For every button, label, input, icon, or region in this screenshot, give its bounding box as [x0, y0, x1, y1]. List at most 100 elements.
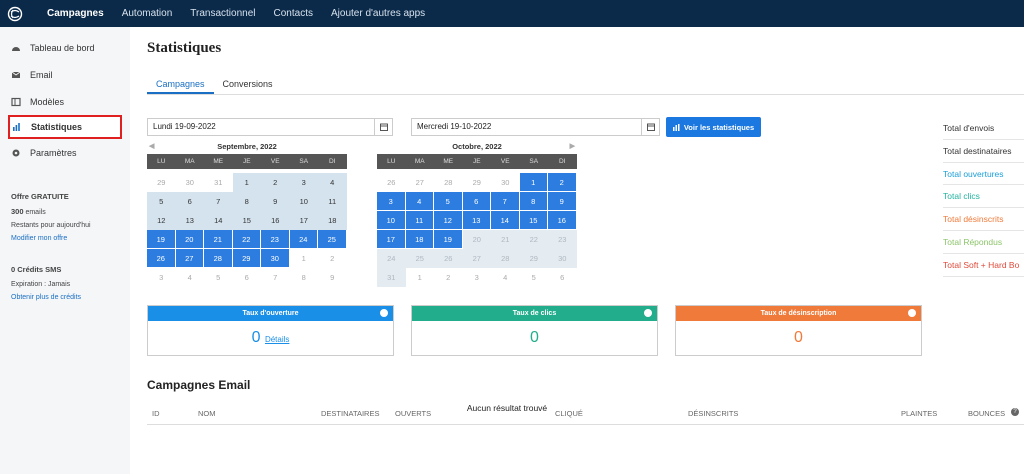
sidebar-item-modeles[interactable]: Modèles	[0, 88, 130, 115]
calendar-day[interactable]: 20	[462, 230, 491, 249]
calendar-day[interactable]: 16	[261, 211, 290, 230]
calendar-day[interactable]: 22	[519, 230, 548, 249]
get-credits-link[interactable]: Obtenir plus de crédits	[11, 294, 82, 301]
calendar-day[interactable]: 8	[232, 192, 261, 211]
calendar-day[interactable]: 1	[417, 273, 422, 282]
calendar-day[interactable]: 1	[232, 173, 261, 192]
calendar-day[interactable]: 4	[187, 273, 192, 282]
topnav-contacts[interactable]: Contacts	[273, 8, 313, 19]
calendar-day[interactable]: 2	[261, 173, 290, 192]
col-plaintes[interactable]: PLAINTES	[901, 409, 938, 418]
topnav-add-apps[interactable]: Ajouter d'autres apps	[330, 8, 426, 19]
calendar-day[interactable]: 18	[405, 230, 434, 249]
calendar-day[interactable]: 29	[157, 178, 166, 187]
col-bounces[interactable]: BOUNCES	[968, 409, 1006, 418]
col-destinataires[interactable]: DESTINATAIRES	[321, 409, 380, 418]
calendar-day[interactable]: 13	[175, 211, 204, 230]
tab-conversions[interactable]: Conversions	[222, 79, 273, 89]
calendar-day[interactable]: 16	[548, 211, 577, 230]
brand-logo-icon[interactable]	[0, 0, 30, 27]
calendar-day[interactable]: 11	[318, 192, 347, 211]
calendar-day[interactable]: 15	[519, 211, 548, 230]
details-link[interactable]: Détails	[264, 335, 290, 344]
end-date-input[interactable]: Mercredi 19-10-2022	[411, 118, 660, 136]
modify-offer-link[interactable]: Modifier mon offre	[11, 235, 68, 242]
calendar-icon[interactable]	[641, 119, 659, 135]
calendar-day[interactable]: 4	[318, 173, 347, 192]
calendar-day[interactable]: 3	[289, 173, 318, 192]
calendar-day[interactable]: 17	[289, 211, 318, 230]
calendar-day[interactable]: 23	[261, 230, 290, 249]
calendar-day[interactable]: 3	[377, 192, 406, 211]
tab-campagnes[interactable]: Campagnes	[147, 75, 214, 94]
calendar-day[interactable]: 26	[387, 178, 396, 187]
topnav-automation[interactable]: Automation	[121, 8, 173, 19]
calendar-day[interactable]: 11	[405, 211, 434, 230]
calendar-day[interactable]: 29	[472, 178, 481, 187]
calendar-day[interactable]: 21	[204, 230, 233, 249]
calendar-day[interactable]: 4	[405, 192, 434, 211]
col-ouverts[interactable]: OUVERTS	[395, 409, 432, 418]
calendar-day[interactable]: 5	[216, 273, 221, 282]
calendar-day[interactable]: 14	[204, 211, 233, 230]
calendar-day[interactable]: 2	[446, 273, 451, 282]
calendar-day[interactable]: 7	[273, 273, 278, 282]
calendar-day[interactable]: 6	[244, 273, 249, 282]
calendar-day[interactable]: 19	[434, 230, 463, 249]
calendar-day[interactable]: 30	[548, 249, 577, 268]
calendar-day[interactable]: 24	[377, 249, 406, 268]
calendar-day[interactable]: 5	[434, 192, 463, 211]
calendar-day[interactable]: 2	[548, 173, 577, 192]
calendar-day[interactable]: 23	[548, 230, 577, 249]
calendar-day[interactable]: 6	[462, 192, 491, 211]
info-icon[interactable]: i	[644, 309, 652, 317]
calendar-day[interactable]: 31	[377, 268, 406, 287]
prev-month-icon[interactable]: ◀	[149, 143, 155, 150]
calendar-day[interactable]: 7	[491, 192, 520, 211]
calendar-day[interactable]: 29	[519, 249, 548, 268]
calendar-day[interactable]: 9	[330, 273, 335, 282]
calendar-day[interactable]: 8	[519, 192, 548, 211]
calendar-day[interactable]: 25	[318, 230, 347, 249]
calendar-day[interactable]: 25	[405, 249, 434, 268]
next-month-icon[interactable]: ▶	[569, 143, 575, 150]
calendar-day[interactable]: 1	[519, 173, 548, 192]
calendar-day[interactable]: 26	[434, 249, 463, 268]
topnav-campagnes[interactable]: Campagnes	[47, 8, 104, 19]
sidebar-item-dashboard[interactable]: Tableau de bord	[0, 34, 130, 61]
calendar-day[interactable]: 29	[232, 249, 261, 268]
calendar-day[interactable]: 27	[462, 249, 491, 268]
calendar-day[interactable]: 5	[147, 192, 176, 211]
calendar-day[interactable]: 28	[204, 249, 233, 268]
calendar-day[interactable]: 30	[261, 249, 290, 268]
sidebar-item-statistiques[interactable]: Statistiques	[8, 115, 122, 139]
calendar-day[interactable]: 27	[175, 249, 204, 268]
calendar-day[interactable]: 5	[531, 273, 536, 282]
calendar-day[interactable]: 20	[175, 230, 204, 249]
calendar-day[interactable]: 24	[289, 230, 318, 249]
col-clique[interactable]: CLIQUÉ	[555, 409, 583, 418]
calendar-day[interactable]: 6	[560, 273, 565, 282]
calendar-day[interactable]: 14	[491, 211, 520, 230]
calendar-day[interactable]: 3	[159, 273, 164, 282]
calendar-day[interactable]: 13	[462, 211, 491, 230]
calendar-day[interactable]: 8	[301, 273, 306, 282]
sidebar-item-parametres[interactable]: Paramètres	[0, 139, 130, 166]
start-date-input[interactable]: Lundi 19-09-2022	[147, 118, 393, 136]
calendar-day[interactable]: 15	[232, 211, 261, 230]
info-icon[interactable]: i	[380, 309, 388, 317]
col-nom[interactable]: NOM	[198, 409, 216, 418]
calendar-day[interactable]: 22	[232, 230, 261, 249]
calendar-day[interactable]: 27	[415, 178, 424, 187]
info-icon[interactable]: i	[908, 309, 916, 317]
calendar-day[interactable]: 9	[548, 192, 577, 211]
calendar-day[interactable]: 12	[147, 211, 176, 230]
calendar-day[interactable]: 10	[289, 192, 318, 211]
calendar-icon[interactable]	[374, 119, 392, 135]
calendar-day[interactable]: 26	[147, 249, 176, 268]
calendar-day[interactable]: 6	[175, 192, 204, 211]
help-icon[interactable]: ?	[1011, 408, 1019, 416]
col-desinscrits[interactable]: DÉSINSCRITS	[688, 409, 739, 418]
view-stats-button[interactable]: Voir les statistiques	[666, 117, 761, 137]
calendar-day[interactable]: 1	[301, 254, 306, 263]
